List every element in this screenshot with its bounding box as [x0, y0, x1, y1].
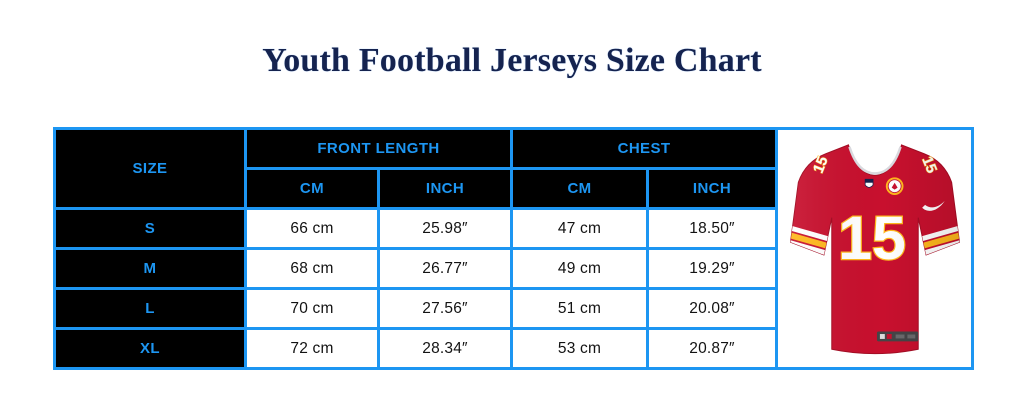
header-row-groups: SIZE FRONT LENGTH CHEST: [53, 127, 975, 370]
table-row-s: S 66 cm 25.98″ 47 cm 18.50″: [53, 207, 973, 250]
front-length-inch-value: 27.56″: [376, 287, 514, 330]
column-header-front-cm: CM: [244, 167, 380, 210]
front-length-cm-value: 70 cm: [244, 287, 380, 330]
chest-cm-value: 53 cm: [510, 327, 650, 370]
front-length-cm-value: 66 cm: [244, 207, 380, 250]
table-row-xl: XL 72 cm 28.34″ 53 cm 20.87″: [53, 327, 973, 370]
chest-cm-value: 47 cm: [510, 207, 650, 250]
column-header-chest-inch: INCH: [646, 167, 779, 210]
size-label: M: [53, 247, 247, 290]
chest-inch-value: 19.29″: [646, 247, 779, 290]
jersey-product-image: 15 15: [775, 127, 975, 370]
front-length-inch-value: 28.34″: [376, 327, 514, 370]
column-header-size: SIZE: [53, 127, 247, 210]
front-length-cm-value: 68 cm: [244, 247, 380, 290]
front-length-inch-value: 25.98″: [376, 207, 514, 250]
table-row-m: M 68 cm 26.77″ 49 cm 19.29″: [53, 247, 973, 290]
front-length-inch-value: 26.77″: [376, 247, 514, 290]
size-chart-table: SIZE FRONT LENGTH CHEST: [53, 127, 975, 370]
header-row-units: CM INCH CM INCH: [55, 167, 973, 210]
chest-cm-value: 51 cm: [510, 287, 650, 330]
chest-inch-value: 18.50″: [646, 207, 779, 250]
page-title: Youth Football Jerseys Size Chart: [262, 42, 762, 79]
column-header-chest: CHEST: [510, 127, 779, 170]
column-header-chest-cm: CM: [510, 167, 650, 210]
chest-inch-value: 20.87″: [646, 327, 779, 370]
red-football-jersey-illustration: 15 15: [789, 143, 960, 354]
column-header-front-length: FRONT LENGTH: [243, 127, 514, 170]
size-label: S: [53, 207, 247, 250]
collar-trim: [847, 145, 902, 175]
size-label: L: [53, 287, 247, 330]
size-label: XL: [53, 327, 247, 370]
front-length-cm-value: 72 cm: [244, 327, 380, 370]
table-row-l: L 70 cm 27.56″ 51 cm 20.08″: [53, 287, 973, 330]
chest-cm-value: 49 cm: [510, 247, 650, 290]
chest-inch-value: 20.08″: [646, 287, 779, 330]
column-header-front-inch: INCH: [376, 167, 514, 210]
